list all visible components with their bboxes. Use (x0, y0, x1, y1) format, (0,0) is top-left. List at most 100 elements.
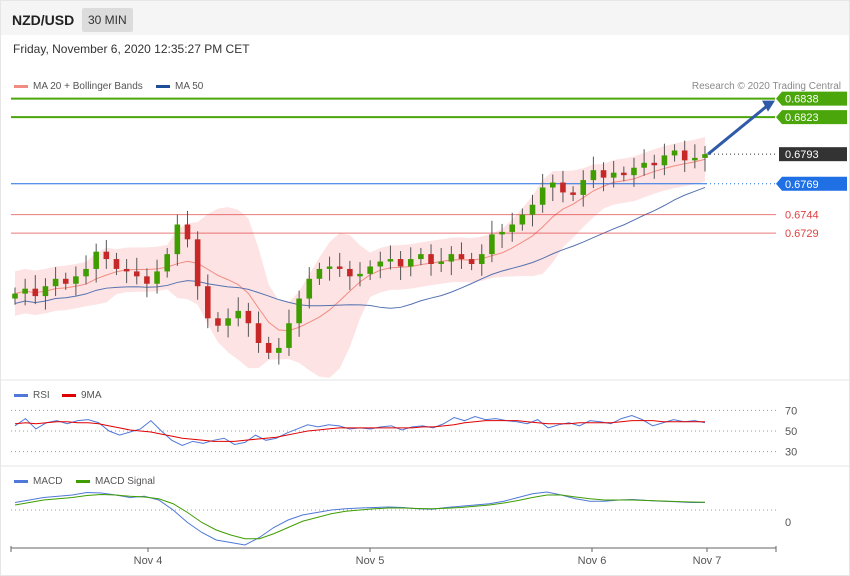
candle (316, 262, 323, 285)
candle (407, 247, 414, 277)
candle (245, 302, 252, 337)
candle (499, 223, 505, 248)
candle (529, 194, 536, 227)
x-tick-label: Nov 4 (134, 555, 163, 567)
candle-body (550, 182, 556, 188)
candle (276, 338, 282, 365)
candle (296, 290, 302, 337)
candle-body (448, 254, 455, 262)
candle (255, 311, 262, 353)
rsi-series-line (14, 420, 705, 442)
candle-body (407, 259, 414, 267)
candle (428, 244, 434, 276)
macd-label: MACD (33, 476, 63, 487)
candle (174, 214, 181, 266)
candle (519, 208, 526, 231)
candle-body (458, 254, 465, 260)
candle-body (73, 276, 79, 284)
candle (42, 278, 49, 310)
candle-body (641, 162, 647, 168)
legend-ma50: MA 50 (156, 81, 203, 92)
candle-body (367, 266, 373, 274)
macd-tick-label: 0 (785, 517, 791, 529)
candle-body (560, 182, 566, 193)
bb-label: MA 20 + Bollinger Bands (33, 81, 143, 92)
candle (681, 140, 688, 173)
candle (489, 220, 495, 263)
candle (560, 170, 566, 203)
price-tag-label: 0.6823 (785, 112, 819, 124)
candle-body (377, 261, 384, 267)
candle-body (529, 204, 536, 215)
candle-body (265, 342, 272, 353)
candle-body (255, 323, 262, 343)
price-tag-pivot: 0.6769 (776, 176, 847, 191)
candle (205, 274, 211, 329)
candle (62, 272, 69, 290)
candle (651, 154, 658, 179)
candle (235, 297, 242, 327)
rsi-swatch (14, 394, 28, 397)
candle-body (478, 254, 485, 264)
timeframe-badge[interactable]: 30 MIN (82, 8, 133, 32)
candle-body (12, 293, 18, 299)
candle (113, 252, 120, 276)
candle (448, 246, 455, 276)
candle-body (174, 224, 181, 255)
candle (621, 166, 627, 182)
candle-body (570, 192, 576, 195)
candle (133, 257, 140, 285)
rsi-label: RSI (33, 390, 50, 401)
candle (357, 262, 363, 287)
candle-body (215, 318, 221, 326)
candle (702, 146, 708, 172)
candle-body (600, 170, 607, 178)
candle-body (468, 259, 475, 264)
candle (610, 160, 617, 188)
candle (509, 212, 515, 242)
candle-body (539, 187, 546, 205)
ma9-swatch (62, 394, 76, 397)
candle-body (235, 310, 242, 319)
support-label: 0.6744 (785, 210, 819, 222)
price-tag-current: 0.6793 (779, 147, 847, 162)
candle-body (418, 254, 424, 260)
legend-signal: MACD Signal (76, 476, 155, 487)
candle (164, 247, 170, 278)
candle-body (306, 278, 313, 299)
price-tag-label: 0.6793 (785, 149, 819, 161)
candle (347, 260, 353, 290)
header-bar: NZD/USD 30 MIN (1, 1, 849, 35)
candle (12, 287, 18, 305)
candle (580, 170, 587, 207)
candle (397, 251, 404, 281)
candle-body (286, 323, 292, 348)
candle (154, 259, 160, 294)
candle-body (62, 278, 69, 284)
candle-body (336, 266, 343, 269)
candle (570, 186, 576, 202)
candle-body (164, 254, 170, 272)
forecast-arrowhead (762, 100, 775, 112)
pair-title: NZD/USD (12, 12, 75, 28)
candle-body (103, 251, 110, 260)
candle-body (326, 266, 333, 269)
candle (144, 268, 150, 298)
ma50-label: MA 50 (175, 81, 204, 92)
candle (52, 267, 59, 297)
candle-body (610, 172, 617, 178)
candle (671, 144, 678, 162)
ma50-swatch (156, 85, 170, 88)
candle-body (702, 154, 708, 158)
candle-body (590, 170, 597, 181)
macd-series-line (14, 491, 705, 546)
signal-swatch (76, 480, 90, 483)
candle-body (245, 310, 252, 324)
rsi-tick-label: 30 (785, 447, 797, 459)
date-label: Friday, November 6, 2020 12:35:27 PM CET (13, 42, 250, 56)
x-tick-label: Nov 6 (578, 555, 607, 567)
candle (123, 259, 130, 284)
bb-swatch (14, 85, 28, 88)
candle (215, 312, 221, 332)
